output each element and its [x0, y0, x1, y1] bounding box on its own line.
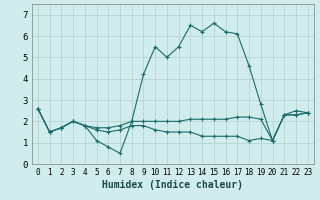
X-axis label: Humidex (Indice chaleur): Humidex (Indice chaleur) — [102, 180, 243, 190]
